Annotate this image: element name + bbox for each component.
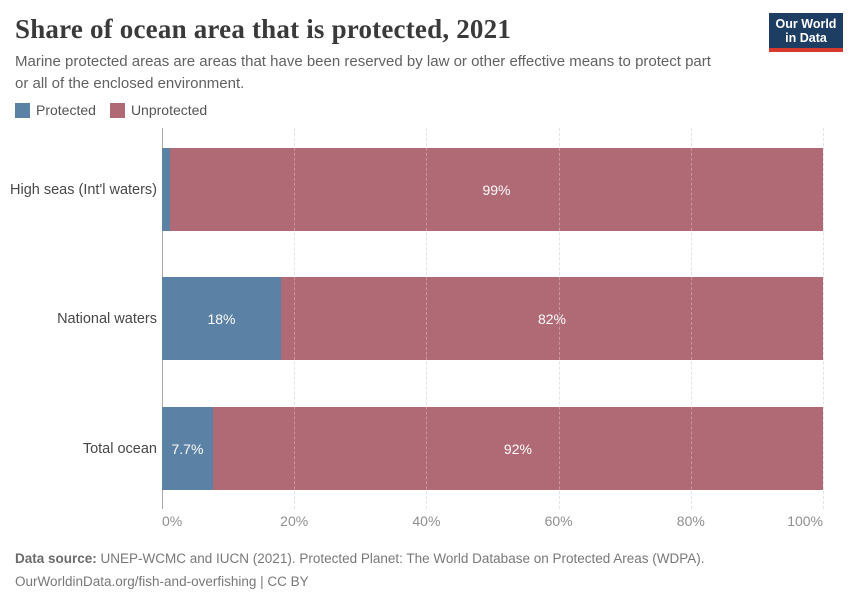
category-label: National waters (57, 310, 157, 327)
owid-logo[interactable]: Our World in Data (769, 13, 843, 52)
gridline-overlay (690, 128, 692, 509)
legend: Protected Unprotected (15, 102, 207, 118)
plot-area: 99% 18% 82% 7.7% 92% (162, 128, 824, 509)
bar-segment-unprotected[interactable]: 82% (280, 277, 823, 360)
bar-segment-unprotected[interactable]: 99% (169, 148, 823, 231)
footer: Data source: UNEP-WCMC and IUCN (2021). … (15, 547, 815, 593)
bar-segment-protected[interactable]: 7.7% (162, 407, 213, 490)
gridline-overlay (558, 128, 560, 509)
gridline-overlay (823, 128, 824, 509)
bar-segment-protected[interactable]: 18% (162, 277, 281, 360)
bar-value-label: 92% (503, 440, 532, 457)
x-axis-tick-label: 60% (544, 513, 573, 529)
legend-label: Protected (36, 102, 96, 118)
legend-swatch-icon (109, 102, 125, 118)
legend-label: Unprotected (130, 102, 208, 118)
chart-subtitle: Marine protected areas are areas that ha… (15, 53, 711, 92)
bar-value-label: 18% (207, 310, 236, 327)
source-label: Data source: (15, 551, 97, 566)
x-axis-tick-label: 20% (280, 513, 309, 529)
bar-segment-protected[interactable] (162, 148, 170, 231)
bar-segment-unprotected[interactable]: 92% (212, 407, 823, 490)
x-axis-tick-label: 100% (787, 513, 823, 529)
legend-item-unprotected[interactable]: Unprotected (109, 102, 208, 118)
footer-note: OurWorldinData.org/fish-and-overfishing … (15, 574, 309, 589)
x-axis-tick-label: 40% (412, 513, 441, 529)
legend-swatch-icon (15, 102, 30, 118)
bar-value-label: 99% (482, 181, 511, 198)
category-label: High seas (Int'l waters) (10, 181, 158, 198)
gridline-overlay (426, 128, 428, 509)
source-text: UNEP-WCMC and IUCN (2021). Protected Pla… (96, 551, 705, 566)
category-label: Total ocean (82, 440, 157, 457)
legend-item-protected[interactable]: Protected (15, 102, 96, 118)
footer-source-line: Data source: UNEP-WCMC and IUCN (2021). … (15, 547, 815, 570)
chart-title: Share of ocean area that is protected, 2… (15, 14, 512, 44)
bar-row: 99% (162, 148, 823, 231)
gridline-overlay (294, 128, 296, 509)
owid-logo-line2: in Data (785, 30, 827, 45)
x-axis-tick-label: 0% (162, 513, 183, 529)
bar-row: 18% 82% (162, 277, 823, 360)
gridline (823, 128, 824, 509)
bar-value-label: 82% (537, 310, 566, 327)
bar-row: 7.7% 92% (162, 407, 823, 490)
x-axis-tick-label: 80% (676, 513, 705, 529)
bar-value-label: 7.7% (171, 440, 204, 457)
owid-logo-line1: Our World (775, 16, 837, 31)
